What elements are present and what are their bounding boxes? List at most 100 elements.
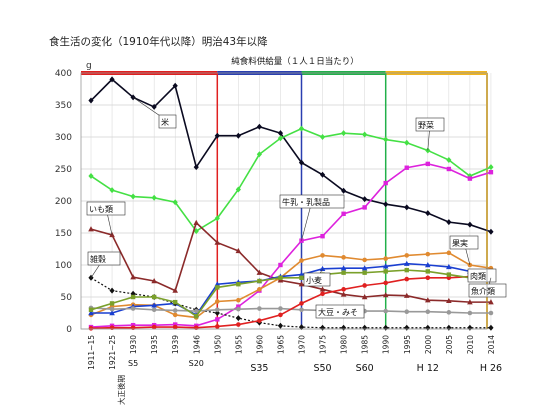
era-label: S35	[250, 363, 268, 374]
data-point	[404, 276, 410, 282]
y-tick-label: 400	[55, 69, 72, 79]
data-point	[403, 292, 410, 298]
data-point	[256, 123, 262, 130]
data-point	[257, 287, 262, 292]
data-point	[88, 226, 94, 232]
series-label-text: 大豆・みそ	[318, 307, 358, 317]
series-line	[90, 127, 492, 233]
series-label-text: 野菜	[418, 120, 434, 130]
data-point	[362, 283, 367, 288]
data-point	[319, 265, 326, 272]
data-point	[299, 258, 304, 263]
data-point	[319, 324, 326, 331]
data-point	[298, 324, 305, 331]
data-point	[109, 301, 115, 306]
data-point	[404, 165, 409, 170]
data-point	[425, 309, 431, 315]
data-point	[488, 170, 494, 175]
data-point	[404, 139, 410, 146]
data-point	[362, 196, 368, 203]
data-point	[467, 262, 473, 268]
data-point	[130, 322, 136, 328]
data-point	[488, 228, 494, 235]
data-point	[277, 322, 284, 329]
data-point	[256, 151, 262, 158]
era-label: H 12	[417, 363, 439, 374]
data-point	[215, 317, 220, 322]
series-label-7: 大豆・みそ	[315, 304, 365, 319]
data-point	[257, 318, 262, 323]
data-point	[236, 304, 241, 309]
series-label-6: 雑穀	[87, 251, 121, 278]
data-point	[214, 215, 220, 222]
series-8	[88, 272, 494, 331]
data-point	[151, 194, 157, 201]
series-0	[88, 76, 494, 235]
data-point	[299, 275, 304, 280]
x-tick-label: 1985	[361, 335, 370, 354]
data-point	[257, 306, 262, 311]
data-point	[467, 310, 473, 316]
series-2	[88, 219, 494, 305]
data-point	[467, 173, 473, 180]
data-point	[425, 275, 431, 281]
data-point	[362, 324, 368, 331]
data-point	[341, 270, 346, 275]
data-point	[109, 76, 115, 83]
x-tick-label: 1939	[171, 335, 180, 354]
callout-box	[449, 235, 479, 250]
data-point	[403, 260, 410, 266]
data-point	[88, 310, 94, 316]
y-tick-label: 150	[55, 229, 72, 239]
data-point	[446, 219, 452, 226]
era-label: S5	[128, 359, 138, 368]
data-point	[277, 135, 284, 142]
data-point	[235, 132, 241, 139]
data-point	[214, 132, 220, 139]
callout-box	[468, 283, 507, 298]
x-tick-label: 1955	[234, 335, 243, 354]
data-point	[214, 239, 221, 245]
series-line	[90, 252, 492, 319]
data-point	[193, 308, 199, 314]
x-tick-label: 2010	[466, 335, 475, 354]
data-point	[341, 324, 347, 331]
series-3	[88, 161, 494, 330]
callout-box	[415, 117, 445, 132]
series-line	[90, 221, 491, 303]
series-line	[90, 274, 491, 330]
data-point	[446, 324, 452, 331]
x-axis-ticks: 1911~15 1921~25 1930 1935 1939 1946 1950 1955 19…	[87, 335, 496, 405]
y-tick-label: 0	[66, 325, 72, 335]
data-point	[88, 173, 94, 180]
series-label-text: 肉類	[470, 271, 486, 281]
data-point	[362, 270, 367, 275]
series-label-text: 果実	[452, 238, 468, 248]
data-point	[173, 299, 178, 305]
data-point	[298, 281, 305, 287]
x-tick-label: 2000	[424, 335, 433, 354]
data-point	[151, 278, 157, 284]
data-point	[404, 204, 410, 211]
x-tick-label: 1990	[382, 335, 391, 354]
data-point	[257, 278, 262, 284]
callout-box	[86, 201, 126, 216]
data-point	[383, 269, 388, 274]
series-label-text: 雑穀	[90, 254, 106, 264]
data-point	[130, 306, 136, 311]
data-point	[320, 253, 325, 258]
page-title: 食生活の変化（1910年代以降）明治43年以降	[49, 36, 268, 48]
data-point	[446, 310, 452, 315]
callout-box	[315, 304, 365, 319]
data-point	[446, 272, 452, 277]
data-point	[130, 274, 136, 280]
data-point	[215, 324, 220, 329]
series-label-8: 肉類	[467, 268, 497, 283]
data-point	[383, 180, 388, 186]
data-point	[425, 161, 430, 167]
data-point	[298, 159, 305, 166]
data-point	[488, 299, 494, 305]
y-tick-label: 50	[61, 293, 73, 303]
y-tick-label: 100	[55, 261, 72, 271]
era-label: S20	[189, 359, 204, 368]
